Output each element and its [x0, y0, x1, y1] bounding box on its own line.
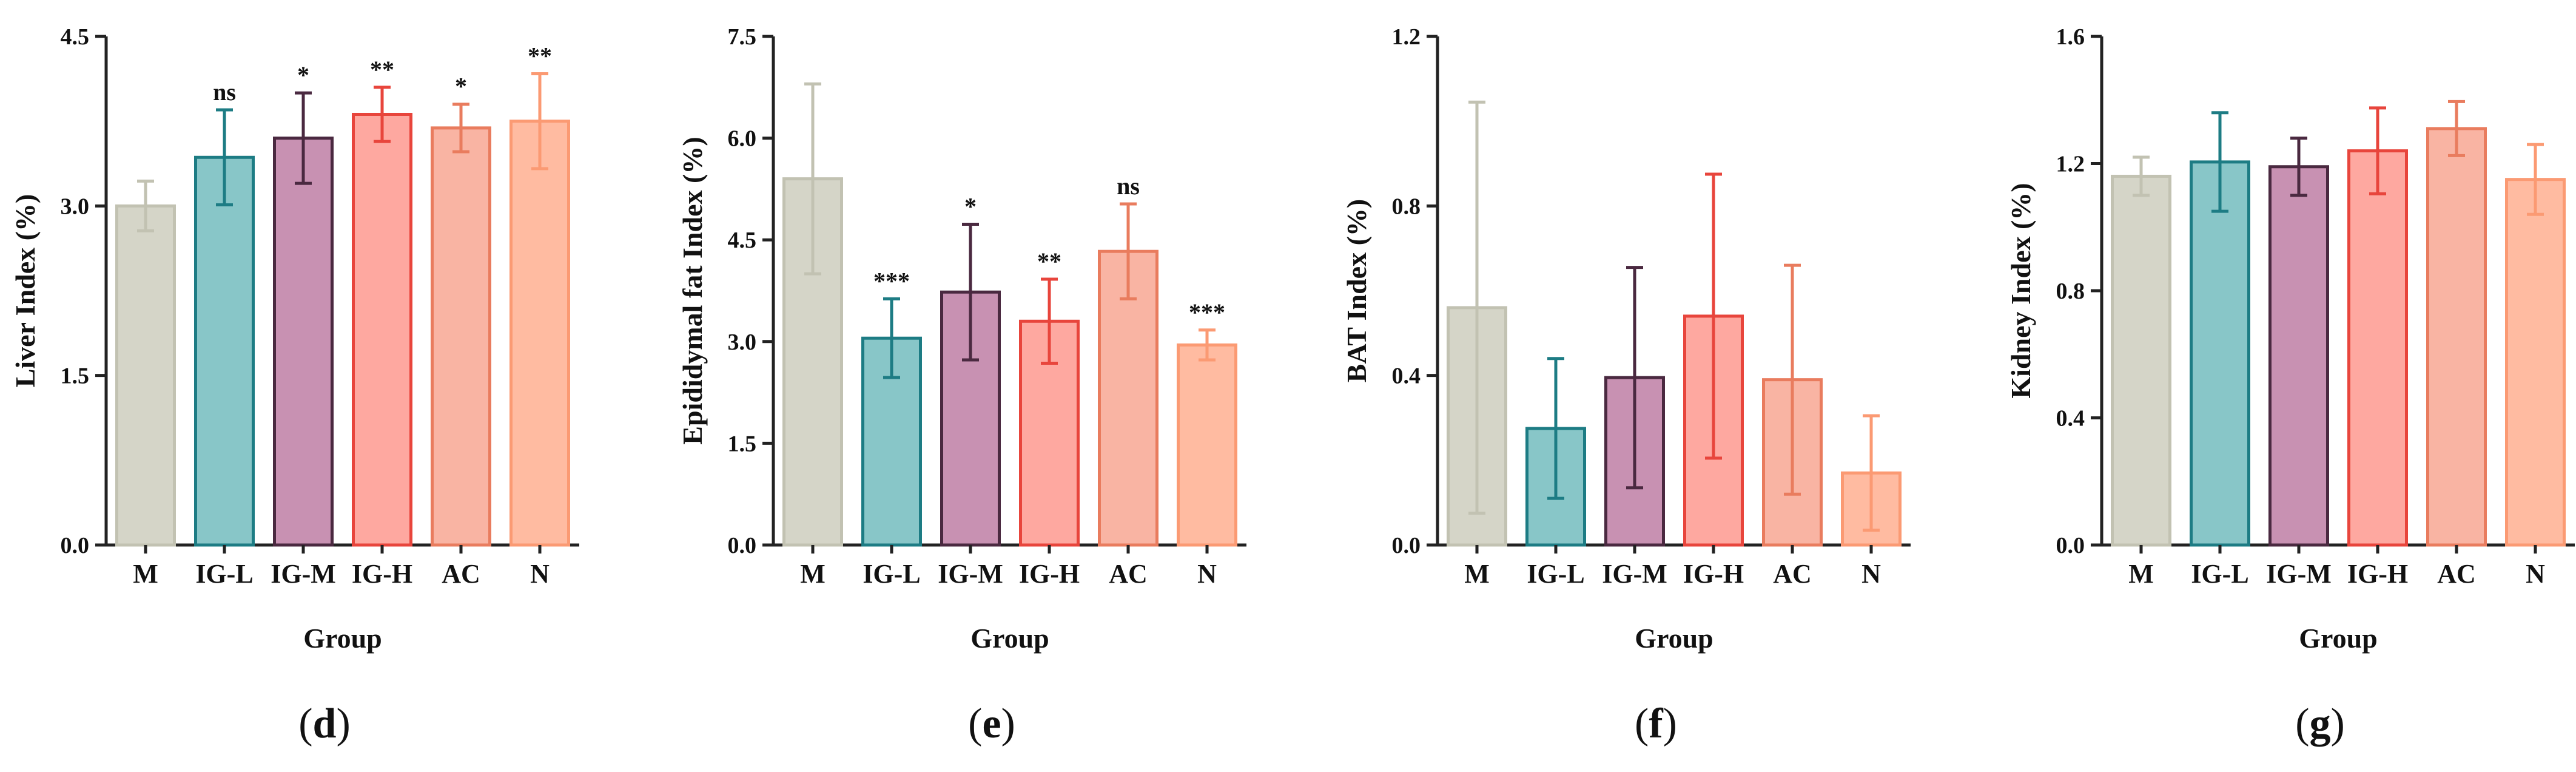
y-tick-label: 0.4 — [2056, 406, 2085, 432]
significance-label: * — [964, 193, 977, 220]
x-tick-label: AC — [1773, 559, 1812, 589]
significance-label: ns — [1117, 172, 1140, 200]
x-tick-label: M — [800, 559, 826, 589]
significance-label: ns — [213, 78, 236, 106]
y-tick-label: 6.0 — [728, 126, 757, 152]
bar-ac — [431, 126, 491, 547]
panel-e: 0.0 1.5 3.0 4.5 6.0 7.5 M IG-L *** IG-M * IG-H ** AC n… — [677, 24, 1246, 747]
x-tick-label: N — [2526, 559, 2545, 589]
y-tick-label: 3.0 — [61, 194, 90, 219]
x-tick-label: N — [1197, 559, 1217, 589]
panel-letter: f — [1649, 700, 1663, 747]
y-tick-label: 0.4 — [1392, 364, 1421, 389]
y-tick-label: 1.2 — [1392, 24, 1421, 50]
x-axis-title: Group — [970, 623, 1049, 654]
panel-letter: e — [982, 700, 1001, 747]
x-tick-label: IG-L — [2191, 559, 2248, 589]
panel-label: (e) — [968, 700, 1015, 747]
panel-letter: d — [313, 700, 337, 747]
panel-label: (g) — [2295, 700, 2345, 747]
y-tick-label: 1.2 — [2056, 152, 2085, 177]
y-tick-label: 0.0 — [728, 533, 757, 558]
x-tick-label: AC — [2437, 559, 2476, 589]
x-tick-label: IG-M — [271, 559, 336, 589]
significance-label: *** — [873, 267, 910, 294]
x-tick-label: IG-M — [2266, 559, 2332, 589]
y-axis-title: Epididymal fat Index (%) — [677, 137, 708, 444]
x-tick-label: IG-L — [863, 559, 920, 589]
panel-label: (d) — [298, 700, 351, 747]
significance-label: ** — [370, 56, 394, 83]
x-axis-title: Group — [1635, 623, 1713, 654]
panel-d: 0.0 1.5 3.0 4.5 M IG-L ns IG-M * IG-H ** AC * N ** Grou… — [10, 24, 579, 747]
y-tick-label: 0.0 — [1392, 533, 1421, 558]
x-tick-label: M — [133, 559, 158, 589]
y-tick-label: 0.8 — [1392, 194, 1421, 219]
panel-letter: g — [2310, 700, 2331, 747]
y-axis-title: Kidney Index (%) — [2005, 183, 2036, 398]
x-axis-title: Group — [2299, 623, 2378, 654]
bar-ac — [2426, 127, 2487, 547]
bar-ig-h — [2347, 149, 2408, 547]
y-tick-label: 1.5 — [61, 364, 90, 389]
y-tick-label: 0.8 — [2056, 279, 2085, 304]
x-tick-label: IG-H — [1019, 559, 1080, 589]
bar-ig-l — [194, 155, 255, 547]
x-tick-label: IG-M — [938, 559, 1003, 589]
significance-label: * — [455, 73, 467, 100]
significance-label: *** — [1189, 299, 1225, 326]
panel-label: (f) — [1635, 700, 1677, 747]
x-tick-label: AC — [1109, 559, 1148, 589]
y-tick-label: 4.5 — [61, 24, 90, 50]
significance-label: ** — [528, 42, 552, 69]
x-tick-label: M — [2128, 559, 2154, 589]
x-tick-label: N — [530, 559, 550, 589]
y-axis-title: BAT Index (%) — [1341, 199, 1372, 382]
bar-n — [2505, 178, 2566, 547]
bar-ig-m — [273, 137, 334, 547]
x-axis-title: Group — [303, 623, 382, 654]
y-tick-label: 1.5 — [728, 431, 757, 456]
significance-label: ** — [1037, 248, 1061, 275]
bar-m — [115, 204, 176, 547]
y-tick-label: 0.0 — [2056, 533, 2085, 558]
y-tick-label: 4.5 — [728, 228, 757, 253]
x-tick-label: IG-H — [2347, 559, 2408, 589]
y-tick-label: 1.6 — [2056, 24, 2085, 50]
x-tick-label: M — [1464, 559, 1490, 589]
y-tick-label: 3.0 — [728, 330, 757, 355]
y-tick-label: 0.0 — [61, 533, 90, 558]
y-tick-label: 7.5 — [728, 24, 757, 50]
bar-ig-h — [352, 112, 412, 547]
x-tick-label: IG-L — [1527, 559, 1584, 589]
bar-n — [1177, 343, 1237, 547]
y-axis-title: Liver Index (%) — [10, 194, 41, 388]
panel-g: 0.0 0.4 0.8 1.2 1.6 M IG-L IG-M IG-H AC N Group Kidn… — [2005, 24, 2575, 747]
x-tick-label: IG-L — [195, 559, 253, 589]
x-tick-label: AC — [442, 559, 480, 589]
bar-ig-l — [2190, 160, 2250, 547]
bar-ig-m — [2268, 165, 2329, 547]
bar-n — [509, 120, 570, 547]
significance-label: * — [297, 61, 309, 89]
x-tick-label: IG-M — [1602, 559, 1667, 589]
x-tick-label: N — [1861, 559, 1881, 589]
bar-m — [2111, 174, 2171, 547]
panel-f: 0.0 0.4 0.8 1.2 M IG-L IG-M IG-H AC N Group BAT Ind… — [1341, 24, 1911, 747]
x-tick-label: IG-H — [1683, 559, 1744, 589]
x-tick-label: IG-H — [352, 559, 412, 589]
